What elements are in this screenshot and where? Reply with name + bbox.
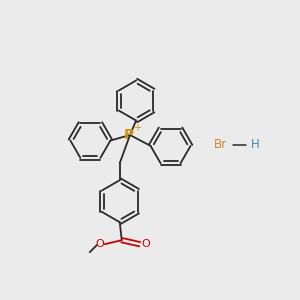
Text: O: O — [141, 239, 150, 249]
Text: P: P — [124, 128, 134, 142]
Text: +: + — [133, 123, 141, 133]
Text: O: O — [95, 239, 104, 249]
Text: Br: Br — [213, 139, 226, 152]
Text: H: H — [250, 139, 260, 152]
